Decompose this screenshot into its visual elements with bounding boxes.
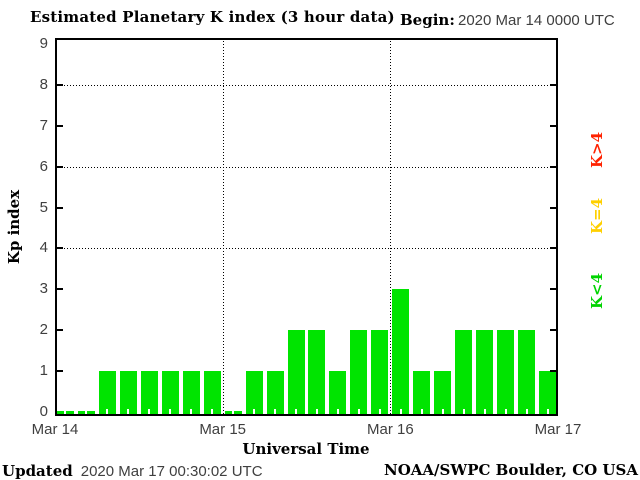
gridline-y-8 xyxy=(55,84,558,86)
kp-bar xyxy=(350,330,368,414)
x-day-label-mar-16: Mar 16 xyxy=(366,421,414,438)
x-minor-tick xyxy=(295,409,298,414)
x-minor-tick xyxy=(399,409,402,414)
kp-bar xyxy=(161,371,179,414)
kp-bar xyxy=(476,330,494,414)
x-minor-tick xyxy=(148,409,151,414)
kp-bar xyxy=(329,371,347,414)
x-minor-tick xyxy=(546,409,549,414)
x-minor-tick xyxy=(336,409,339,414)
x-minor-tick xyxy=(64,409,67,414)
kp-bar xyxy=(287,330,305,414)
kp-bar xyxy=(119,371,137,414)
y-tick-left-6 xyxy=(55,165,63,168)
updated-line: Updated 2020 Mar 17 00:30:02 UTC xyxy=(2,461,263,480)
legend-k-lt-4: K<4 xyxy=(588,272,606,310)
x-minor-tick xyxy=(315,409,318,414)
y-tick-right-1 xyxy=(550,370,558,373)
kp-bar xyxy=(413,371,431,414)
legend-k-eq-4: K=4 xyxy=(588,197,606,235)
kp-bar xyxy=(98,371,116,414)
x-minor-tick xyxy=(127,409,130,414)
y-tick-label-4: 4 xyxy=(39,239,48,257)
begin-value: 2020 Mar 14 0000 UTC xyxy=(458,12,615,29)
y-tick-left-8 xyxy=(55,83,63,86)
kp-bar xyxy=(518,330,536,414)
y-tick-label-1: 1 xyxy=(39,362,48,380)
y-tick-right-6 xyxy=(550,165,558,168)
kp-bar xyxy=(245,371,263,414)
x-minor-tick xyxy=(232,409,235,414)
x-day-label-mar-17: Mar 17 xyxy=(534,421,582,438)
y-tick-right-4 xyxy=(550,247,558,250)
y-tick-left-4 xyxy=(55,247,63,250)
x-minor-tick xyxy=(504,409,507,414)
kp-bar xyxy=(203,371,221,414)
y-tick-label-8: 8 xyxy=(39,75,48,93)
y-tick-right-2 xyxy=(550,329,558,332)
y-tick-label-7: 7 xyxy=(39,116,48,134)
x-minor-tick xyxy=(420,409,423,414)
y-tick-label-6: 6 xyxy=(39,157,48,175)
x-minor-tick xyxy=(253,409,256,414)
x-minor-tick xyxy=(169,409,172,414)
y-tick-left-1 xyxy=(55,370,63,373)
y-tick-right-5 xyxy=(550,206,558,209)
begin-label: Begin: xyxy=(400,11,455,29)
kp-bar xyxy=(539,371,557,414)
y-tick-left-7 xyxy=(55,124,63,127)
updated-value: 2020 Mar 17 00:30:02 UTC xyxy=(80,463,263,480)
x-minor-tick xyxy=(106,409,109,414)
kp-bar xyxy=(371,330,389,414)
x-minor-tick xyxy=(483,409,486,414)
x-minor-tick xyxy=(211,409,214,414)
kp-bar xyxy=(266,371,284,414)
gridline-x-mar-16 xyxy=(390,38,391,416)
kp-bar xyxy=(140,371,158,414)
source-credit: NOAA/SWPC Boulder, CO USA xyxy=(383,461,638,479)
y-tick-label-5: 5 xyxy=(39,198,48,216)
plot-area xyxy=(55,38,558,416)
y-tick-left-2 xyxy=(55,329,63,332)
x-minor-tick xyxy=(525,409,528,414)
chart-title: Estimated Planetary K index (3 hour data… xyxy=(30,8,395,26)
x-minor-tick xyxy=(357,409,360,414)
kp-bar xyxy=(497,330,515,414)
x-minor-tick xyxy=(441,409,444,414)
x-minor-tick xyxy=(274,409,277,414)
legend-k-gt-4: K>4 xyxy=(588,131,606,169)
x-minor-tick xyxy=(190,409,193,414)
kp-bar xyxy=(392,289,410,414)
x-axis-title: Universal Time xyxy=(242,440,370,458)
gridline-x-mar-15 xyxy=(223,38,224,416)
y-tick-left-3 xyxy=(55,288,63,291)
updated-label: Updated xyxy=(2,462,73,480)
x-day-label-mar-15: Mar 15 xyxy=(199,421,246,438)
kp-bar xyxy=(308,330,326,414)
kp-bar xyxy=(182,371,200,414)
x-minor-tick xyxy=(462,409,465,414)
x-day-label-mar-14: Mar 14 xyxy=(31,421,79,438)
y-tick-label-0: 0 xyxy=(39,403,48,420)
x-minor-tick xyxy=(378,409,381,414)
y-tick-label-2: 2 xyxy=(39,321,48,339)
y-tick-left-5 xyxy=(55,206,63,209)
kp-bar xyxy=(455,330,473,414)
gridline-y-6 xyxy=(55,166,558,168)
y-tick-label-3: 3 xyxy=(39,280,48,298)
y-tick-right-3 xyxy=(550,288,558,291)
y-tick-label-9: 9 xyxy=(39,35,48,52)
x-minor-tick xyxy=(85,409,88,414)
y-tick-right-8 xyxy=(550,83,558,86)
gridline-y-4 xyxy=(55,248,558,250)
kp-bar xyxy=(434,371,452,414)
y-tick-right-7 xyxy=(550,124,558,127)
